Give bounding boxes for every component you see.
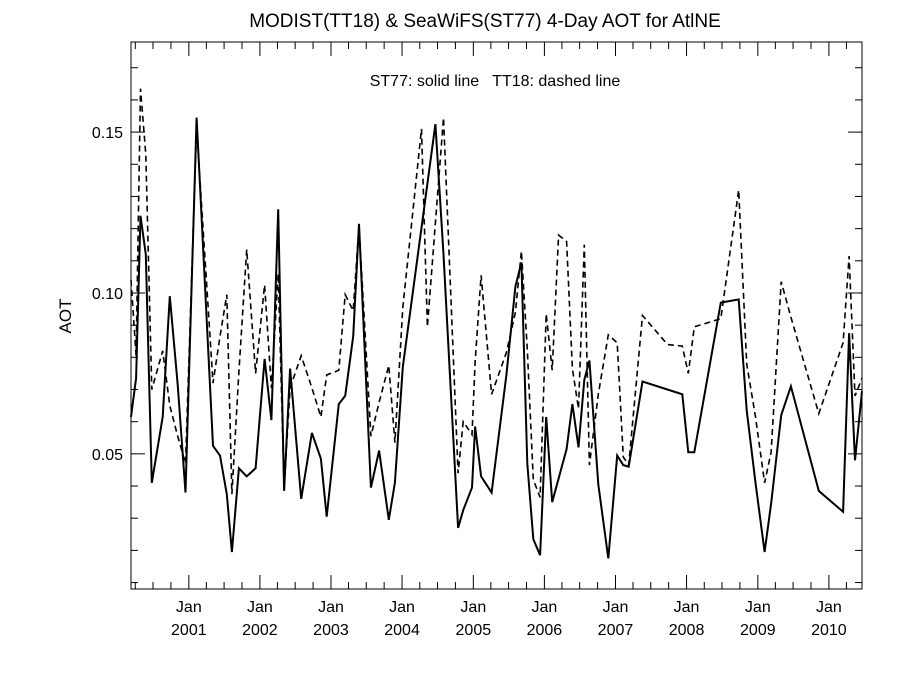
series-layer (130, 88, 863, 559)
x-tick-year-label: 2002 (242, 622, 278, 639)
y-tick-label: 0.05 (92, 447, 123, 464)
series-line-tt18 (130, 88, 863, 498)
x-tick-month-label: Jan (816, 599, 842, 616)
ticks-layer: 0.05 0.10 0.15 Jan 2001 Jan 2002 Jan 2003 Jan 2004… (92, 42, 862, 639)
y-axis-label: AOT (56, 299, 75, 334)
x-tick-month-label: Jan (176, 599, 202, 616)
plot-frame (130, 41, 863, 590)
x-tick-year-label: 2009 (740, 622, 776, 639)
chart-title: MODIST(TT18) & SeaWiFS(ST77) 4-Day AOT f… (249, 11, 721, 32)
legend-annotation: ST77: solid line TT18: dashed line (370, 73, 621, 90)
x-tick-year-label: 2007 (598, 622, 634, 639)
x-tick-month-label: Jan (389, 599, 415, 616)
x-tick-month-label: Jan (603, 599, 629, 616)
x-tick-year-label: 2010 (811, 622, 847, 639)
x-tick-month-label: Jan (532, 599, 558, 616)
x-tick-month-label: Jan (460, 599, 486, 616)
x-tick-year-label: 2006 (527, 622, 563, 639)
x-tick-year-label: 2004 (384, 622, 420, 639)
x-tick-month-label: Jan (247, 599, 273, 616)
x-tick-year-label: 2001 (171, 622, 207, 639)
x-tick-year-label: 2008 (669, 622, 705, 639)
series-line-st77 (130, 117, 863, 559)
y-tick-label: 0.15 (92, 125, 123, 142)
x-tick-year-label: 2003 (313, 622, 349, 639)
x-tick-month-label: Jan (318, 599, 344, 616)
y-tick-label: 0.10 (92, 286, 123, 303)
x-tick-month-label: Jan (674, 599, 700, 616)
x-tick-month-label: Jan (745, 599, 771, 616)
x-tick-year-label: 2005 (456, 622, 492, 639)
